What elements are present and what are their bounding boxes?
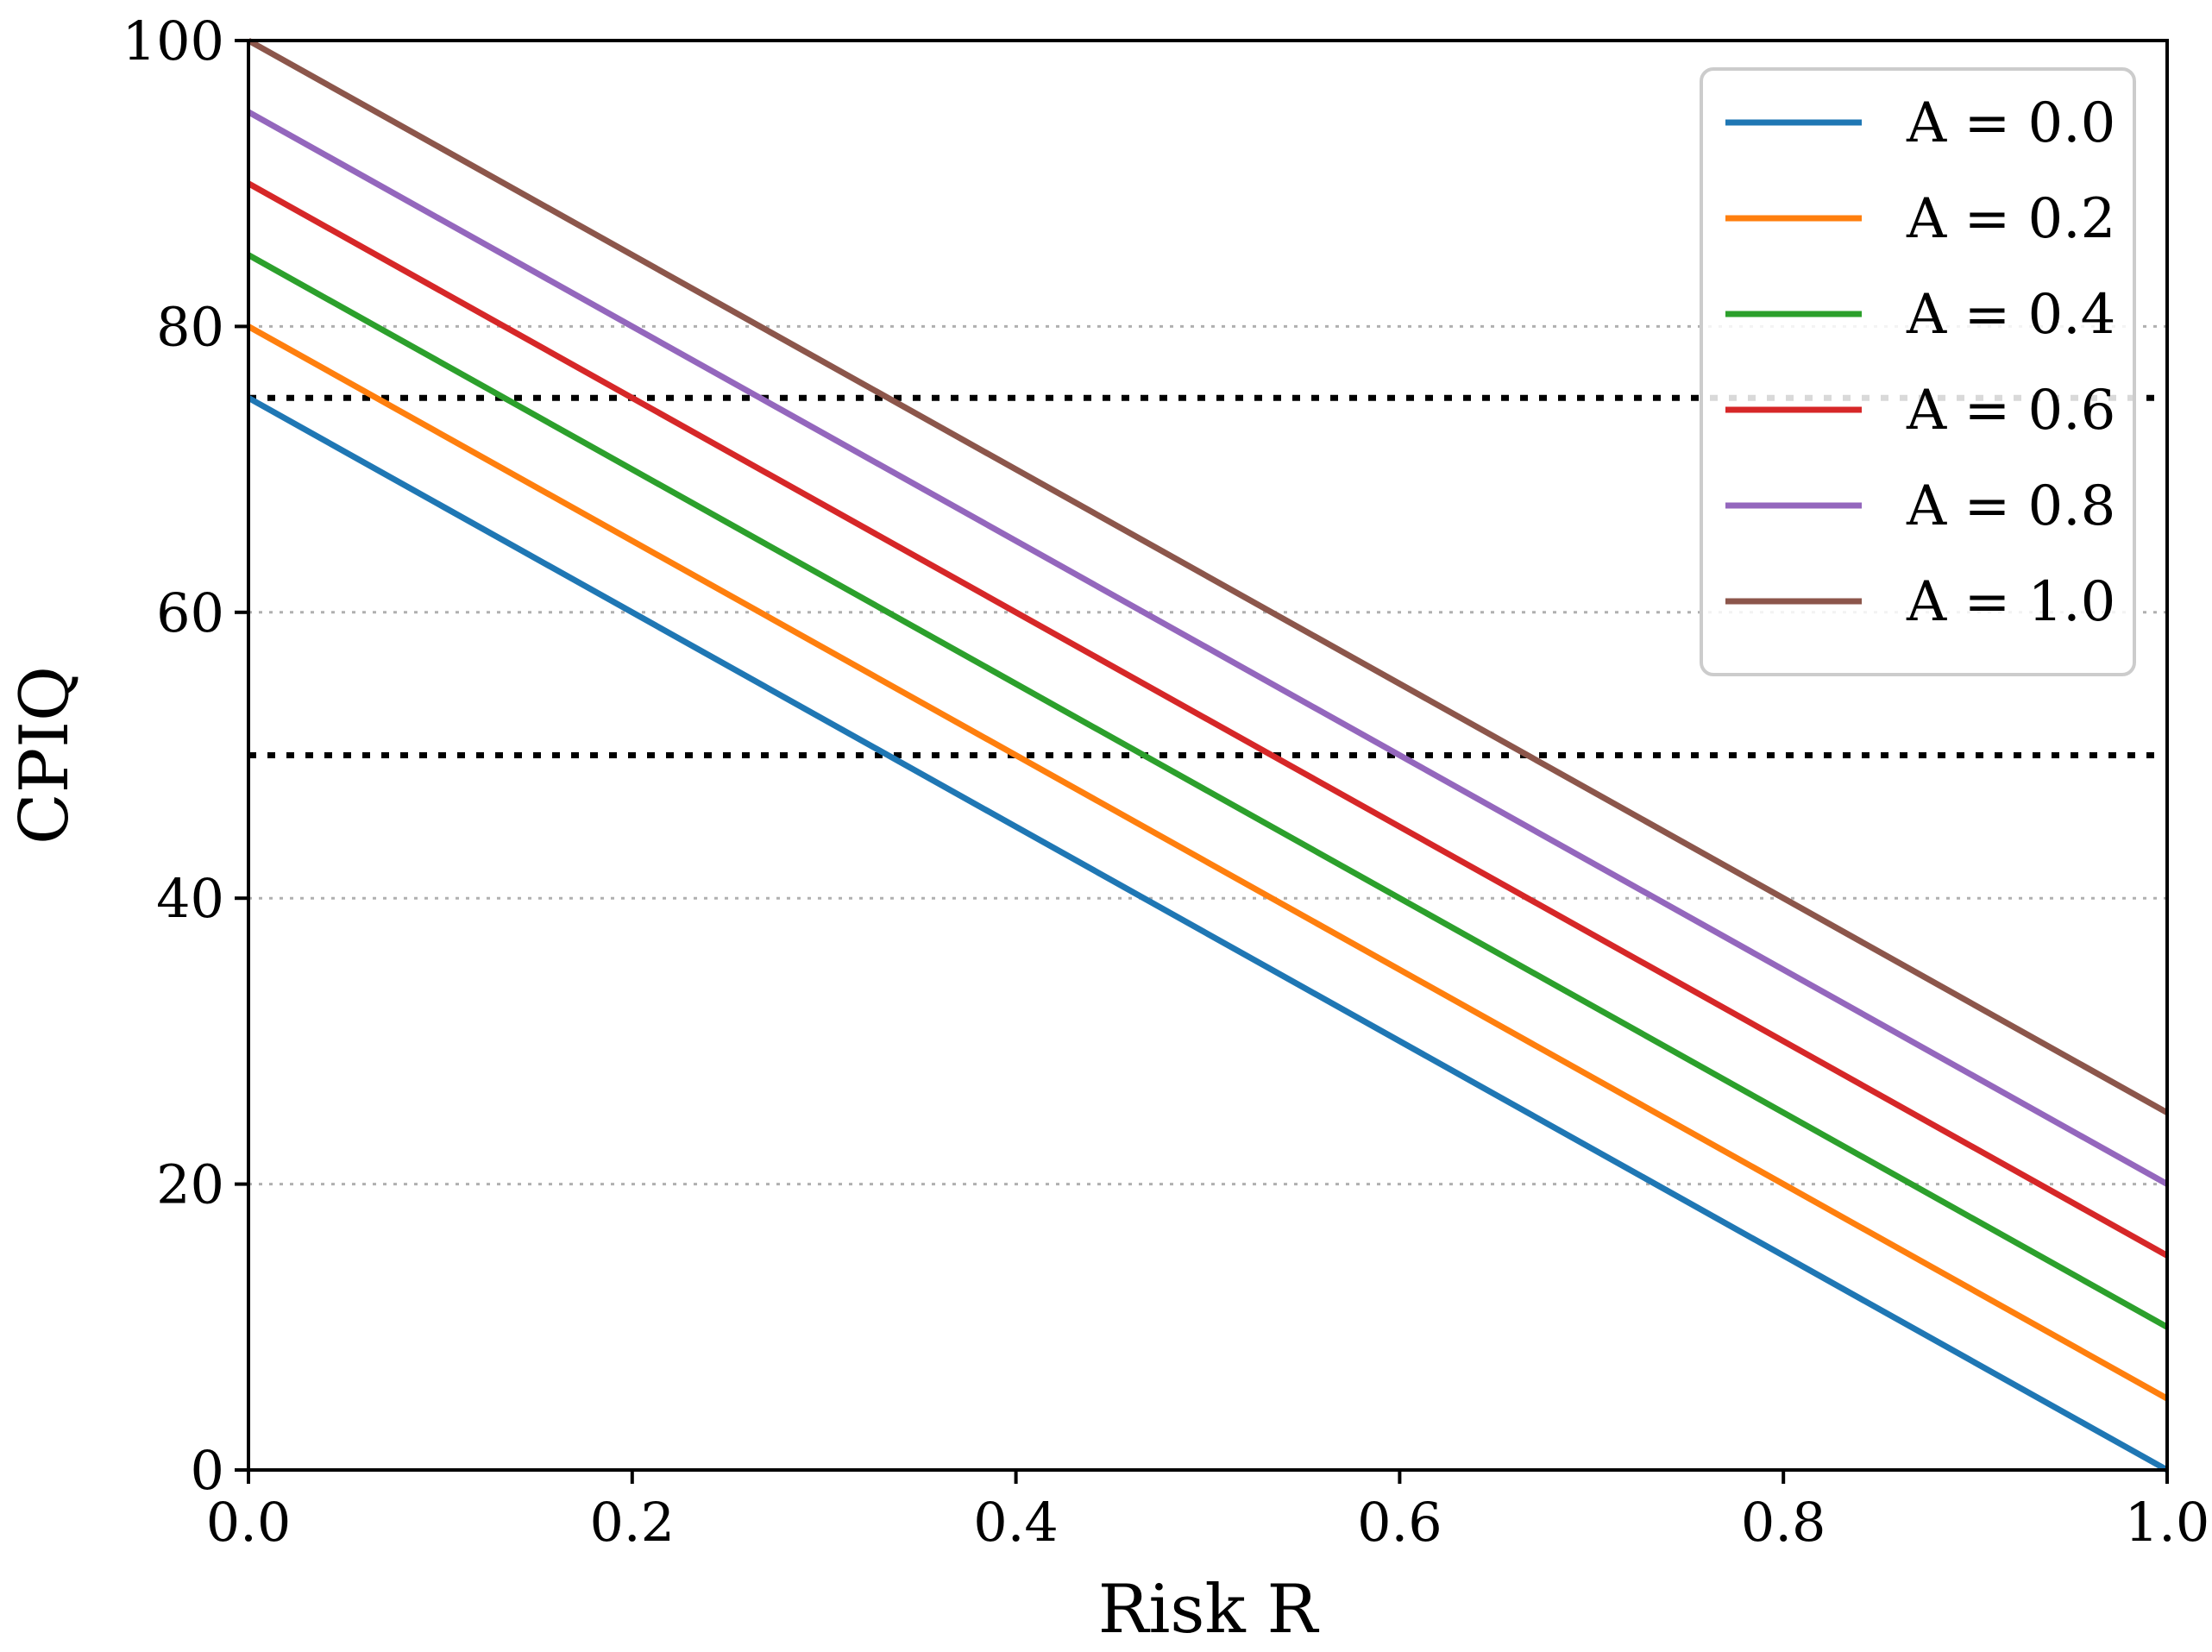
y-tick-label: 0 (191, 1439, 224, 1502)
series-line (247, 252, 2169, 1330)
series-line (247, 37, 2169, 1115)
legend-label: A = 0.6 (1906, 379, 2115, 443)
y-tick-label: 60 (156, 581, 224, 644)
x-tick-label: 0.2 (589, 1491, 675, 1554)
x-axis-label: Risk R (1098, 1571, 1320, 1649)
legend-label: A = 0.2 (1906, 187, 2115, 251)
y-tick-label: 80 (156, 295, 224, 358)
x-tick-label: 1.0 (2125, 1491, 2210, 1554)
series-line (247, 395, 2169, 1473)
legend: A = 0.0 A = 0.2 A = 0.4 A = 0.6 A = 0.8 A = 1… (1700, 67, 2136, 676)
y-tick-label: 20 (156, 1153, 224, 1216)
y-tick-label: 40 (156, 867, 224, 930)
y-tick-label: 100 (123, 9, 224, 72)
legend-label: A = 0.8 (1906, 474, 2115, 538)
legend-label: A = 1.0 (1906, 570, 2115, 634)
y-axis-label: CPIQ (6, 666, 84, 845)
series-line (247, 323, 2169, 1402)
x-tick-label: 0.0 (206, 1491, 292, 1554)
x-tick-label: 0.8 (1741, 1491, 1826, 1554)
legend-label: A = 0.0 (1906, 91, 2115, 155)
axis-ticks: 0.0 0.2 0.4 0.6 0.8 1.0 0 20 40 60 80 100 (123, 9, 2210, 1554)
plot-frame (247, 39, 2169, 1472)
legend-label: A = 0.4 (1906, 283, 2115, 347)
series-line (247, 180, 2169, 1259)
x-tick-label: 0.6 (1357, 1491, 1442, 1554)
series-lines (247, 37, 2169, 1473)
series-line (247, 109, 2169, 1187)
x-tick-label: 0.4 (973, 1491, 1059, 1554)
